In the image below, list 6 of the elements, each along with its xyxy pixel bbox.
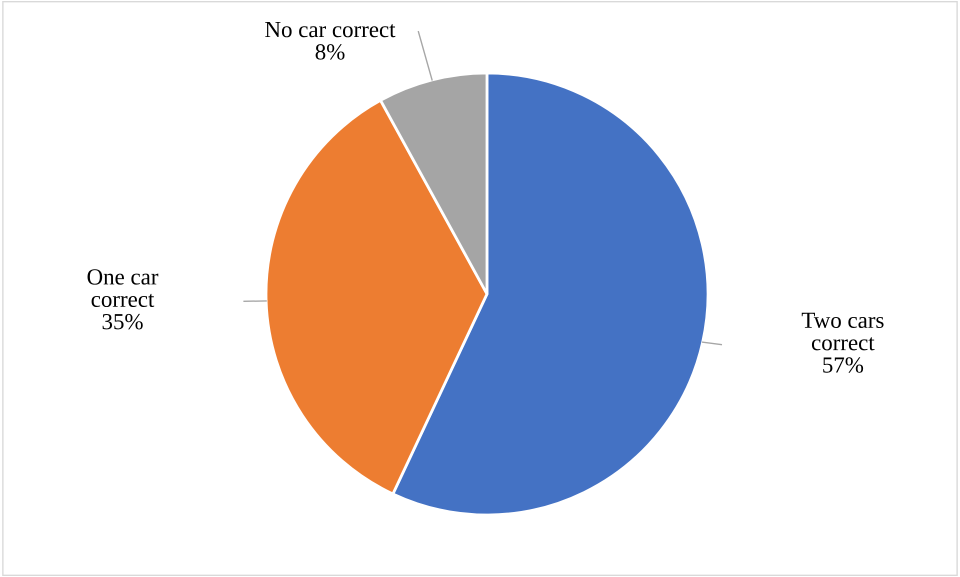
data-label: 57% (823, 357, 864, 373)
data-label: 35% (102, 314, 143, 330)
slice-label: Two cars correct (802, 312, 884, 350)
slice-label: One car correct (88, 269, 158, 308)
slice-label: No car correct (265, 22, 396, 38)
data-label: 8% (316, 44, 345, 60)
